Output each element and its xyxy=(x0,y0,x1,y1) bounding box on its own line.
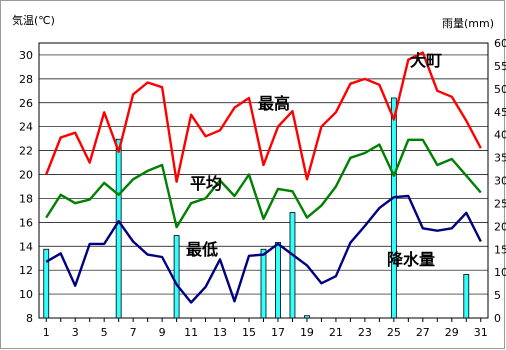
y-left-tick-label: 22 xyxy=(19,145,33,158)
precip-bar xyxy=(390,97,397,319)
y-right-tick-label: 15 xyxy=(494,243,506,256)
precip-bar xyxy=(463,274,470,319)
y-right-tick-label: 60 xyxy=(494,37,506,50)
y-right-tick-label: 55 xyxy=(494,60,506,73)
precip-bar xyxy=(260,248,267,319)
x-tick-label: 25 xyxy=(387,326,401,339)
x-tick-label: 3 xyxy=(72,326,79,339)
x-tick-label: 13 xyxy=(213,326,227,339)
y-left-tick-label: 14 xyxy=(19,240,33,253)
y-right-tick-label: 25 xyxy=(494,197,506,210)
precip-bar xyxy=(173,235,180,319)
x-tick-label: 11 xyxy=(184,326,198,339)
precip-bar xyxy=(289,212,296,319)
y-right-axis-title: 雨量(mm) xyxy=(442,17,494,30)
station-label: 大町 xyxy=(410,51,442,70)
y-right-tick-label: 35 xyxy=(494,152,506,165)
y-left-tick-label: 30 xyxy=(19,49,33,62)
y-right-tick-label: 10 xyxy=(494,266,506,279)
y-right-tick-label: 30 xyxy=(494,175,506,188)
x-tick-label: 19 xyxy=(300,326,314,339)
x-tick-label: 15 xyxy=(242,326,256,339)
x-tick-label: 5 xyxy=(101,326,108,339)
x-tick-label: 17 xyxy=(271,326,285,339)
y-left-axis-title: 気温(℃) xyxy=(12,13,55,27)
y-left-tick-label: 24 xyxy=(19,121,33,134)
y-right-tick-label: 0 xyxy=(494,312,501,325)
precip-bar xyxy=(43,248,50,319)
y-left-tick-label: 12 xyxy=(19,264,33,277)
y-right-tick-label: 5 xyxy=(494,289,501,302)
y-right-tick-label: 45 xyxy=(494,106,506,119)
y-left-tick-label: 26 xyxy=(19,97,33,110)
y-left-tick-label: 16 xyxy=(19,216,33,229)
avg-temp-label: 平均 xyxy=(190,174,222,193)
max-temp-label: 最高 xyxy=(258,94,290,113)
x-tick-label: 7 xyxy=(130,326,137,339)
series-line-最高 xyxy=(45,51,482,183)
x-tick-label: 29 xyxy=(445,326,459,339)
x-tick-label: 1 xyxy=(43,326,50,339)
y-right-tick-label: 40 xyxy=(494,129,506,142)
x-tick-label: 31 xyxy=(474,326,488,339)
precip-bar xyxy=(275,241,281,319)
y-right-tick-label: 50 xyxy=(494,83,506,96)
x-tick-label: 9 xyxy=(159,326,166,339)
precip-bar xyxy=(115,138,122,319)
y-left-tick-label: 20 xyxy=(19,169,33,182)
y-left-tick-label: 18 xyxy=(19,192,33,205)
y-left-tick-label: 28 xyxy=(19,73,33,86)
y-right-tick-label: 20 xyxy=(494,220,506,233)
y-left-tick-label: 10 xyxy=(19,288,33,301)
x-tick-label: 21 xyxy=(329,326,343,339)
y-left-tick-label: 8 xyxy=(26,312,33,325)
min-temp-label: 最低 xyxy=(186,240,218,259)
x-tick-label: 23 xyxy=(358,326,372,339)
precip-label: 降水量 xyxy=(387,250,435,269)
series-line-平均 xyxy=(45,138,482,229)
x-tick-label: 27 xyxy=(416,326,430,339)
series-line-最低 xyxy=(45,194,482,304)
precip-bar xyxy=(304,315,310,319)
